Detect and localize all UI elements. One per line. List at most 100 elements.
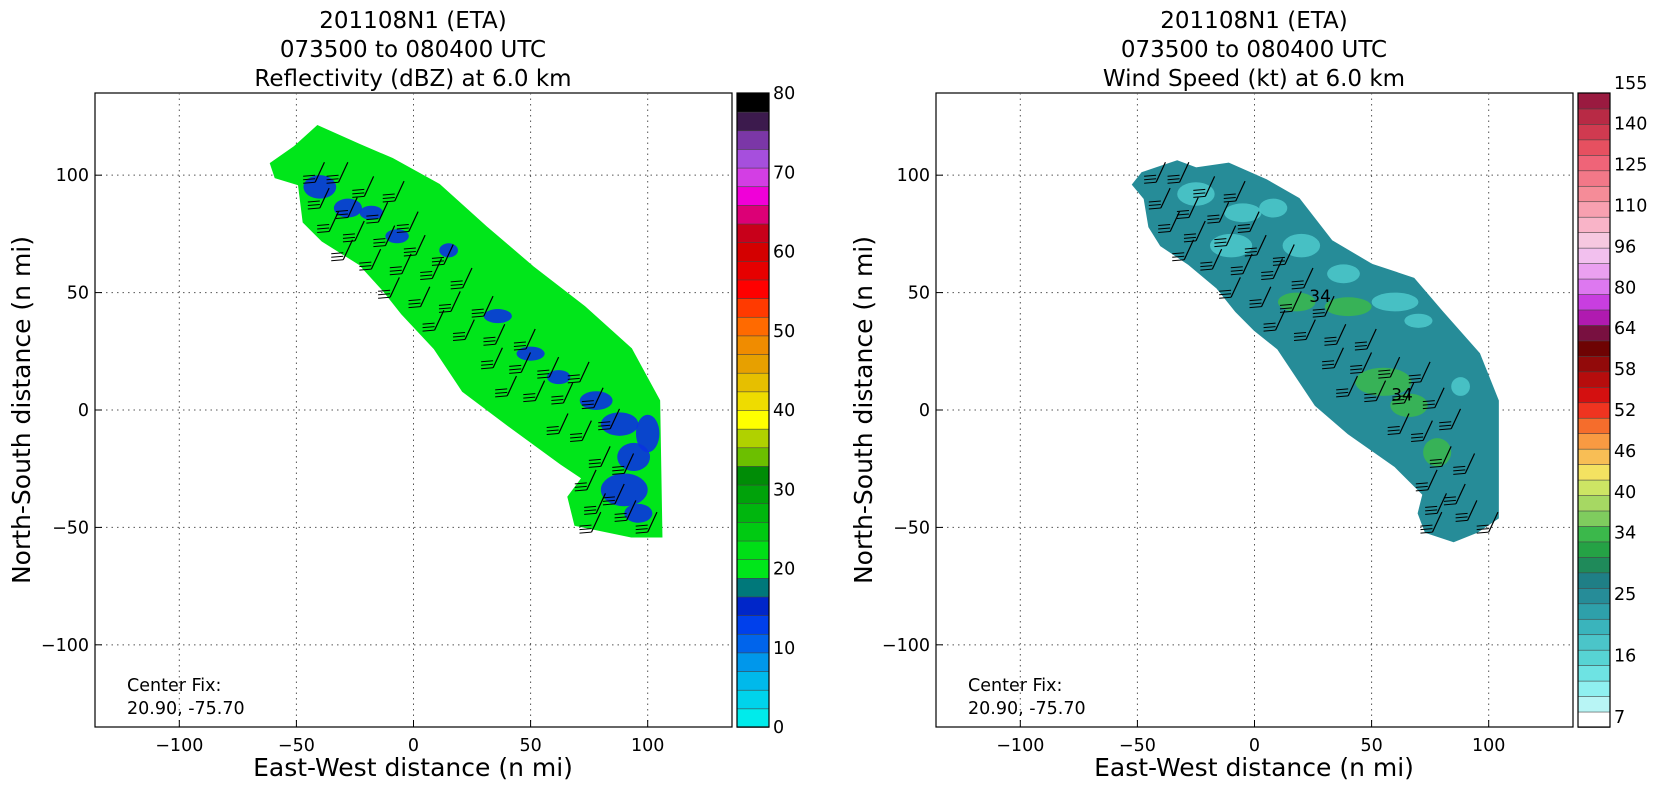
wind-wind-barb-feather — [1167, 178, 1180, 181]
reflectivity-wind-barb-feather — [431, 260, 444, 263]
reflectivity-x-tick-label: 50 — [519, 736, 541, 756]
wind-wind-barb-feather — [1293, 332, 1307, 335]
wind-high-speed-patch — [1210, 233, 1253, 258]
wind-colorbar-swatch — [1577, 572, 1611, 589]
wind-colorbar-tick-label: 125 — [1614, 156, 1647, 176]
reflectivity-colorbar-swatch — [736, 428, 770, 449]
wind-wind-barb-feather — [1364, 393, 1377, 396]
wind-wind-barb-feather — [1291, 283, 1304, 286]
wind-y-tick-label: −100 — [882, 636, 930, 656]
reflectivity-colorbar-swatch — [736, 260, 770, 281]
wind-wind-barb-feather — [1429, 465, 1442, 468]
reflectivity-wind-barb-shaft — [464, 319, 475, 340]
wind-wind-barb-shaft — [1225, 225, 1237, 246]
wind-wind-barb-shaft — [1361, 352, 1373, 373]
reflectivity-wind-barb-feather — [403, 251, 416, 254]
reflectivity-wind-barb-feather — [396, 231, 409, 234]
reflectivity-wind-barb-feather — [495, 395, 508, 398]
wind-wind-barb-feather — [1158, 227, 1171, 230]
wind-wind-barb-shaft — [1303, 267, 1314, 289]
reflectivity-wind-barb-shaft — [590, 511, 602, 533]
reflectivity-colorbar-swatch — [736, 689, 770, 710]
wind-wind-barb-feather — [1167, 181, 1180, 184]
wind-wind-barb-feather — [1291, 287, 1304, 290]
wind-wind-barb-feather — [1219, 289, 1232, 292]
reflectivity-y-tick-label: −100 — [41, 636, 89, 656]
wind-wind-barb-feather — [1193, 188, 1206, 191]
reflectivity-colorbar-swatch — [736, 111, 770, 132]
reflectivity-wind-barb-shaft — [401, 253, 412, 275]
reflectivity-wind-barb-shaft — [434, 309, 445, 331]
wind-wind-barb-feather — [1263, 329, 1276, 332]
wind-wind-barb-feather — [1172, 259, 1185, 262]
reflectivity-wind-barb-feather — [635, 524, 648, 527]
reflectivity-colorbar-swatch — [736, 297, 770, 318]
wind-wind-barb-shaft — [1335, 324, 1347, 345]
reflectivity-wind-barb-feather — [422, 329, 435, 332]
reflectivity-colorbar-swatch — [736, 465, 770, 486]
wind-wind-barb-feather — [1176, 216, 1189, 219]
wind-wind-barb-shaft — [1389, 356, 1401, 378]
wind-wind-barb-feather — [1415, 485, 1428, 488]
reflectivity-wind-barb-feather — [570, 440, 583, 443]
wind-colorbar-swatch — [1577, 185, 1611, 203]
wind-wind-barb-feather — [1279, 310, 1293, 313]
wind-wind-barb-feather — [1148, 204, 1161, 207]
wind-colorbar-tick-label: 80 — [1614, 278, 1636, 298]
wind-wind-barb-feather — [1312, 308, 1325, 311]
reflectivity-wind-barb-feather — [537, 376, 550, 379]
wind-colorbar: 7 16 25 34 40 46 52 58 64 80 96 110 125 140 155 — [1577, 74, 1647, 728]
wind-wind-barb-feather — [1272, 260, 1285, 263]
reflectivity-wind-barb-feather — [513, 341, 526, 344]
wind-wind-barb-feather — [1425, 509, 1438, 512]
reflectivity-wind-barb-feather — [551, 395, 564, 398]
reflectivity-wind-barb-feather — [612, 472, 625, 475]
reflectivity-wind-barb-shaft — [614, 483, 625, 505]
wind-y-tick-label: 50 — [908, 284, 930, 304]
wind-wind-barb-shaft — [1441, 446, 1452, 467]
wind-wind-barb-feather — [1392, 402, 1405, 405]
reflectivity-wind-barb-feather — [602, 499, 615, 502]
wind-x-tick-label: −100 — [996, 736, 1044, 756]
reflectivity-wind-barb-feather — [331, 259, 344, 262]
wind-colorbar-tick-label: 7 — [1614, 708, 1625, 728]
reflectivity-colorbar-tick-label: 10 — [773, 639, 795, 659]
reflectivity-colorbar-swatch — [736, 353, 770, 374]
reflectivity-wind-barb-feather — [352, 188, 365, 191]
wind-wind-barb-shaft — [1204, 176, 1216, 197]
wind-wind-barb-shaft — [1235, 180, 1246, 202]
wind-wind-barb-feather — [1322, 363, 1335, 366]
reflectivity-wind-barb-shaft — [593, 387, 604, 408]
wind-wind-barb-feather — [1261, 278, 1274, 281]
wind-colorbar-tick-label: 64 — [1614, 319, 1636, 339]
wind-title-line-3: Wind Speed (kt) at 6.0 km — [1103, 66, 1405, 92]
reflectivity-wind-barb-feather — [396, 224, 409, 227]
reflectivity-colorbar-swatch — [736, 167, 770, 188]
reflectivity-wind-barb-feather — [635, 531, 648, 534]
wind-wind-barb-feather — [1336, 391, 1349, 394]
reflectivity-colorbar-swatch — [736, 223, 770, 243]
reflectivity-wind-barb-feather — [307, 207, 320, 210]
wind-wind-barb-feather — [1263, 326, 1276, 329]
wind-colorbar-swatch — [1577, 108, 1611, 125]
reflectivity-x-tick-label: −50 — [278, 736, 315, 756]
wind-wind-barb-feather — [1387, 425, 1400, 428]
wind-wind-barb-feather — [1200, 261, 1213, 264]
wind-wind-barb-shaft — [1450, 408, 1462, 430]
wind-y-tick-label: 0 — [919, 401, 930, 421]
wind-wind-barb-shaft — [1436, 493, 1447, 514]
reflectivity-wind-barb-shaft — [314, 162, 325, 183]
reflectivity-y-tick-label: 0 — [78, 401, 89, 421]
wind-wind-barb-feather — [1387, 432, 1400, 435]
reflectivity-core-echo — [600, 412, 639, 436]
reflectivity-wind-barb-feather — [450, 283, 463, 286]
wind-wind-barb-feather — [1219, 293, 1232, 296]
wind-34kt-patch — [1324, 297, 1372, 317]
wind-wind-barb-shaft — [1427, 469, 1438, 491]
wind-wind-barb-feather — [1378, 369, 1391, 372]
reflectivity-y-tick-label: 50 — [67, 284, 89, 304]
reflectivity-colorbar-swatch — [736, 652, 770, 672]
reflectivity-x-tick-label: 100 — [631, 736, 664, 756]
reflectivity-wind-barb-shaft — [506, 375, 517, 397]
wind-colorbar-swatch — [1577, 123, 1611, 141]
